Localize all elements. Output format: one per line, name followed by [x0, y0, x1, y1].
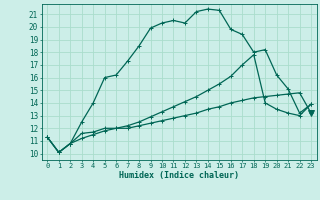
- X-axis label: Humidex (Indice chaleur): Humidex (Indice chaleur): [119, 171, 239, 180]
